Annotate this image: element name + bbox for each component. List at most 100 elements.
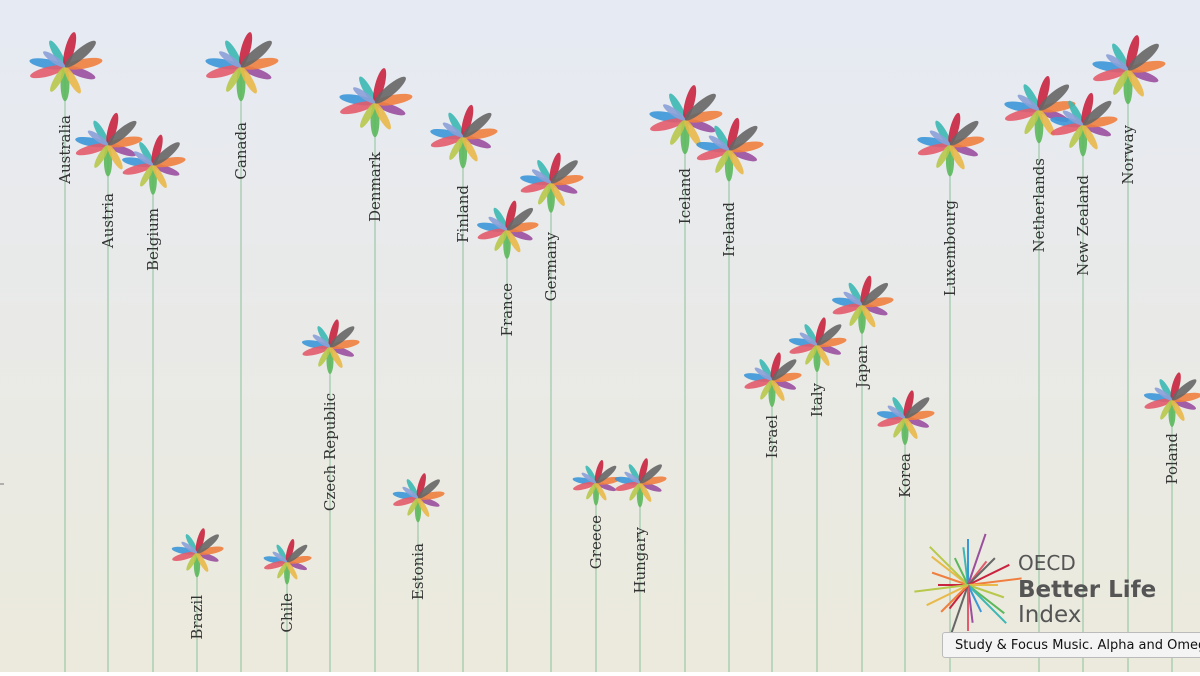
country-label: Germany bbox=[542, 231, 560, 301]
petal bbox=[816, 344, 830, 366]
petal bbox=[186, 552, 198, 571]
petal bbox=[683, 85, 697, 121]
petal bbox=[43, 51, 66, 68]
petal bbox=[107, 144, 123, 170]
petal bbox=[537, 160, 552, 184]
petal bbox=[1005, 108, 1040, 121]
country-flower[interactable]: Denmark bbox=[339, 67, 414, 672]
petal bbox=[277, 561, 288, 579]
petal bbox=[505, 200, 517, 231]
country-flower[interactable]: Italy bbox=[788, 317, 847, 672]
country-flower[interactable]: Estonia bbox=[392, 472, 445, 672]
petal bbox=[650, 118, 686, 132]
petal bbox=[771, 379, 785, 401]
petal bbox=[904, 410, 935, 421]
petal bbox=[860, 275, 872, 306]
petal bbox=[312, 334, 331, 348]
petal bbox=[929, 130, 951, 146]
petal bbox=[417, 491, 445, 500]
petal bbox=[629, 482, 641, 501]
petal bbox=[272, 551, 288, 563]
petal bbox=[94, 144, 109, 168]
petal bbox=[64, 57, 103, 70]
logo-subtitle: Index bbox=[1018, 602, 1081, 628]
petal bbox=[402, 486, 419, 499]
petal bbox=[538, 182, 552, 205]
petal bbox=[728, 149, 744, 175]
petal bbox=[754, 367, 773, 381]
logo-ray bbox=[967, 584, 1007, 624]
petal bbox=[696, 148, 730, 161]
petal bbox=[877, 416, 906, 427]
country-flower[interactable]: Korea bbox=[876, 390, 935, 672]
country-flower[interactable]: Poland bbox=[1143, 372, 1200, 672]
logo-ray bbox=[953, 557, 969, 586]
logo-burst bbox=[914, 533, 1022, 637]
country-flower[interactable]: Hungary bbox=[614, 457, 667, 672]
petal bbox=[949, 120, 979, 146]
petal bbox=[195, 528, 205, 554]
petal bbox=[759, 359, 773, 381]
country-flower[interactable]: Iceland bbox=[649, 84, 724, 672]
logo[interactable]: OECD Better Life Index bbox=[914, 533, 1156, 637]
country-flower[interactable]: Luxembourg bbox=[917, 112, 986, 672]
country-flower[interactable]: Czech Republic bbox=[301, 319, 360, 672]
petal bbox=[550, 182, 565, 206]
logo-title: Better Life bbox=[1018, 577, 1156, 603]
country-flower[interactable]: Australia bbox=[29, 31, 104, 672]
country-flower[interactable]: Brazil bbox=[171, 527, 224, 672]
petal bbox=[151, 134, 163, 166]
country-flower[interactable]: Netherlands bbox=[1004, 75, 1077, 672]
petal bbox=[843, 291, 863, 306]
petal bbox=[139, 142, 154, 166]
country-flower[interactable]: Israel bbox=[743, 352, 802, 672]
petal bbox=[172, 551, 198, 561]
country-label: Belgium bbox=[144, 208, 162, 271]
country-flower[interactable]: Belgium bbox=[121, 134, 186, 672]
country-flower[interactable]: Austria bbox=[75, 112, 144, 672]
logo-org: OECD bbox=[1018, 551, 1076, 575]
petal bbox=[1082, 100, 1112, 126]
petal bbox=[639, 476, 667, 485]
petal bbox=[1068, 100, 1084, 126]
country-flower[interactable]: Greece bbox=[572, 459, 621, 672]
country-flower[interactable]: Canada bbox=[205, 31, 280, 672]
petal bbox=[550, 160, 578, 184]
country-label: Ireland bbox=[720, 202, 738, 257]
petal bbox=[1126, 35, 1140, 71]
petal bbox=[771, 372, 802, 383]
petal bbox=[804, 324, 818, 346]
country-flower[interactable]: Japan bbox=[831, 275, 894, 672]
petal bbox=[1093, 68, 1129, 82]
petal bbox=[684, 119, 701, 147]
petal bbox=[615, 481, 641, 491]
petal bbox=[1112, 43, 1129, 71]
country-flower[interactable]: Germany bbox=[519, 152, 584, 672]
petal bbox=[595, 476, 621, 485]
country-label: Italy bbox=[808, 382, 826, 417]
country-flower[interactable]: Ireland bbox=[696, 117, 765, 672]
country-flower[interactable]: Finland bbox=[430, 104, 499, 672]
country-label: Brazil bbox=[188, 595, 206, 640]
country-flower[interactable]: New Zealand bbox=[1050, 92, 1119, 672]
country-flower[interactable]: Chile bbox=[263, 538, 312, 672]
country-flower[interactable]: Norway bbox=[1092, 34, 1167, 672]
petal bbox=[1038, 109, 1055, 136]
country-label: Luxembourg bbox=[941, 200, 959, 297]
petal bbox=[430, 135, 464, 148]
petal bbox=[1144, 398, 1173, 409]
petal bbox=[1127, 60, 1166, 73]
petal bbox=[152, 164, 167, 188]
petal bbox=[264, 560, 288, 570]
country-label: Korea bbox=[896, 453, 914, 498]
country-flower[interactable]: France bbox=[476, 200, 539, 672]
petal bbox=[585, 465, 597, 484]
petal bbox=[64, 66, 81, 94]
logo-ray bbox=[967, 557, 996, 586]
flowers: Australia Austria Belgium Canada Denmark Finl… bbox=[29, 31, 1200, 672]
petal bbox=[832, 303, 863, 315]
logo-ray bbox=[967, 533, 987, 586]
petal bbox=[49, 40, 66, 68]
petal bbox=[1017, 94, 1040, 111]
logo-ray bbox=[940, 584, 969, 613]
